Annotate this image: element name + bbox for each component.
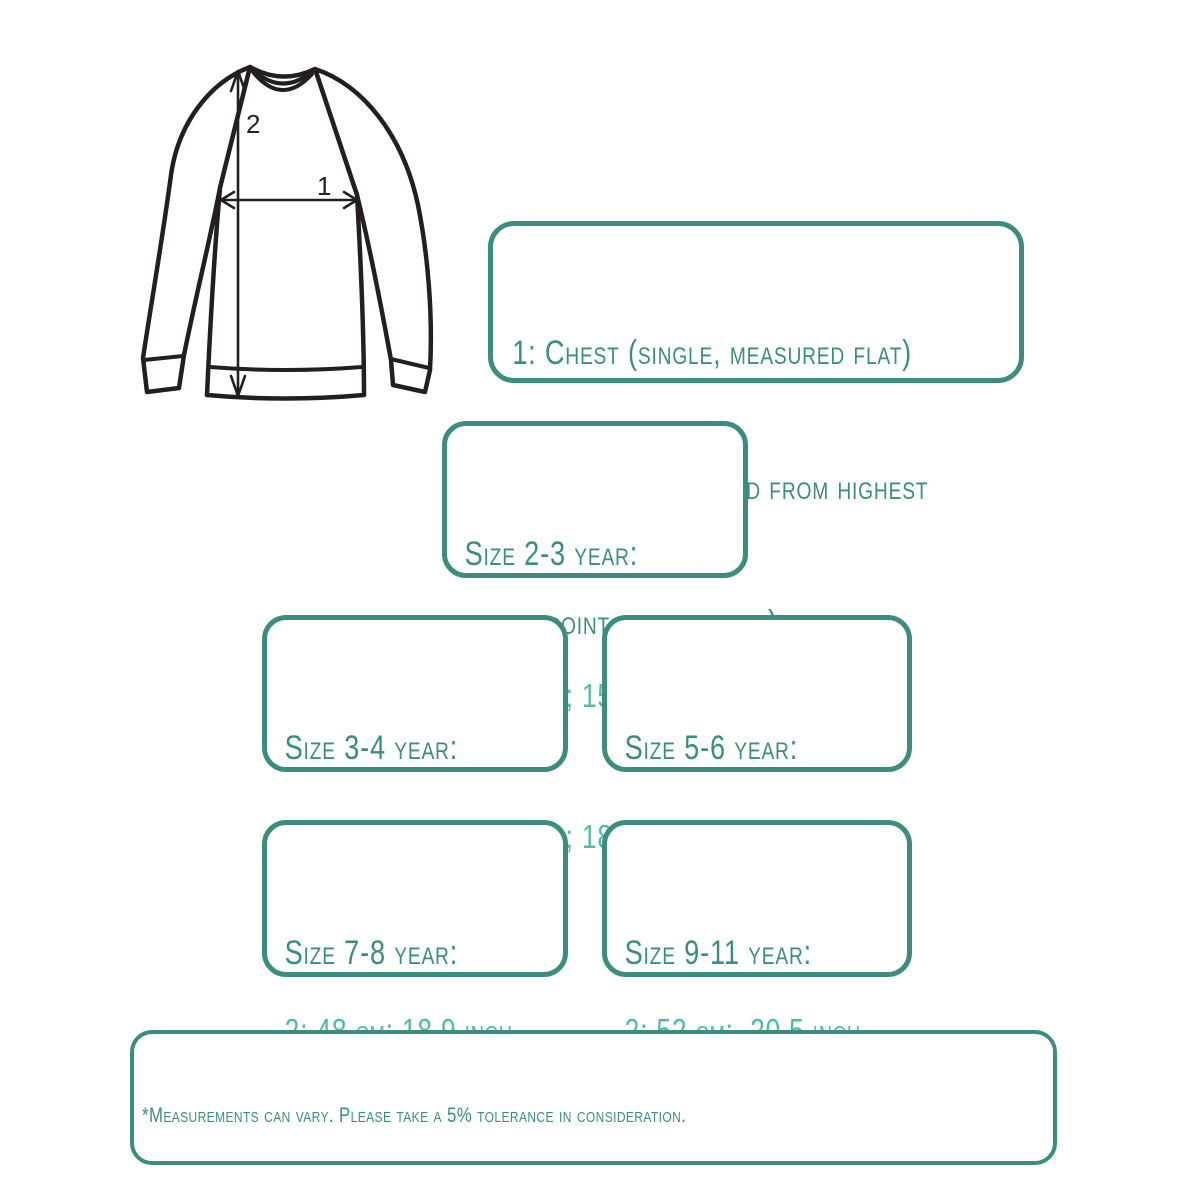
footnote-tolerance: *Measurements can vary. Please take a 5%…: [142, 1104, 687, 1127]
sweater-left-sleeve: [140, 64, 253, 395]
footnotes-box: *Measurements can vary. Please take a 5%…: [130, 1030, 1057, 1165]
size-box-2-3-year: Size 2-3 year: 1: 38 cm; 15 inch 2: 46 c…: [442, 421, 748, 855]
size-box-5-6-year: Size 5-6 year: 1: 42 cm; 16.5 inch 2: 52…: [602, 615, 912, 1049]
size-box-9-11-year: Size 9-11 year: 1: 47 cm; 18.5 inch 2: 6…: [602, 820, 912, 1113]
size-title: Size 7-8 year:: [284, 934, 459, 972]
chest-arrowhead-left: [219, 190, 236, 210]
sweater-collar-inner: [251, 70, 314, 92]
size-box-7-8-year: Size 7-8 year: 1: 44 cm; 17.3 inch 2: 54…: [262, 820, 568, 1113]
sweater-measurement-diagram: 2 1: [133, 55, 463, 415]
length-arrowhead-bottom: [229, 374, 247, 398]
chest-arrowhead-right: [342, 190, 359, 210]
sweater-right-cuff-line: [389, 357, 431, 370]
legend-chest-line: 1: Chest (single, measured flat): [512, 334, 912, 372]
measurement-legend-box: 1: Chest (single, measured flat) 2: leng…: [488, 221, 1024, 642]
sweater-left-cuff-line: [142, 354, 185, 362]
size-title: Size 9-11 year:: [624, 934, 812, 972]
size-title: Size 3-4 year:: [284, 729, 459, 767]
size-title: Size 2-3 year:: [464, 535, 639, 573]
chest-arrow-label: 1: [317, 171, 331, 201]
size-box-3-4-year: Size 3-4 year: 1: 40 cm; 15.7 inch 2: 48…: [262, 615, 568, 1049]
sweater-hem-line: [208, 365, 364, 372]
length-arrow-label: 2: [246, 109, 260, 139]
sweater-collar: [248, 65, 317, 86]
length-arrowhead-top: [229, 69, 247, 93]
size-title: Size 5-6 year:: [624, 729, 799, 767]
